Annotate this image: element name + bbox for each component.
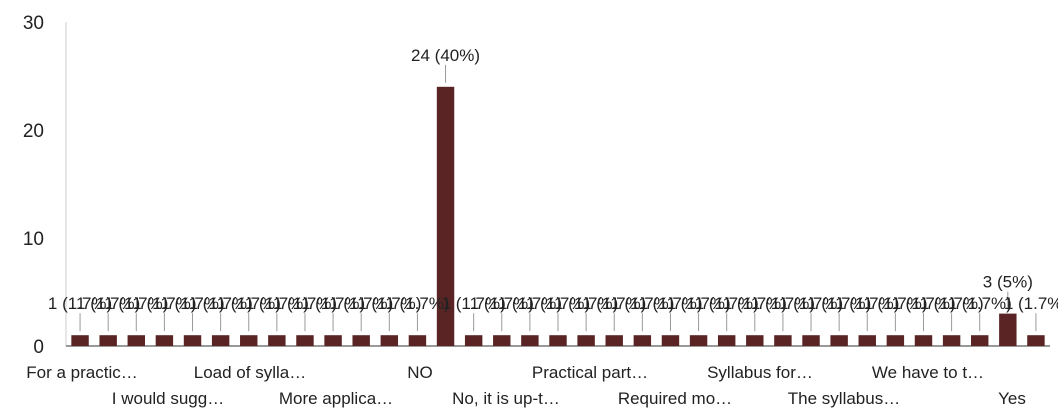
bar xyxy=(549,335,567,346)
bar xyxy=(689,335,708,346)
x-category-label: For a practic… xyxy=(26,363,137,382)
data-label: 1 (1.7%) xyxy=(723,294,787,313)
x-category-label: I would sugg… xyxy=(112,389,224,408)
data-label: 1 (1.7%) xyxy=(835,294,899,313)
bar xyxy=(99,335,117,346)
bar xyxy=(774,335,792,346)
y-tick-label: 10 xyxy=(23,229,44,250)
data-label: 1 (1.7%) xyxy=(385,294,449,313)
data-label: 1 (1.7%) xyxy=(498,294,562,313)
data-label: 1 (1.7%) xyxy=(48,294,112,313)
data-label: 1 (1.7%) xyxy=(891,294,955,313)
bar xyxy=(1027,335,1045,346)
bar xyxy=(942,335,961,346)
data-label: 1 (1.7%) xyxy=(779,294,843,313)
data-label: 1 (1.7%) xyxy=(442,294,506,313)
bar xyxy=(183,335,202,346)
data-label: 1 (1.7%) xyxy=(919,294,983,313)
data-label: 1 (1.7%) xyxy=(554,294,618,313)
x-category-label: Syllabus for… xyxy=(707,363,813,382)
bar xyxy=(436,86,455,347)
data-label: 1 (1.7%) xyxy=(610,294,674,313)
x-axis-labels: For a practic… Load of sylla… NO Practical … xyxy=(26,363,1026,408)
data-label: 1 (1.7%) xyxy=(245,294,309,313)
bar xyxy=(521,335,539,346)
data-label: 24 (40%) xyxy=(411,46,480,65)
bar xyxy=(240,335,258,346)
x-category-label: Load of sylla… xyxy=(194,363,306,382)
x-category-label: More applica… xyxy=(279,389,393,408)
x-category-label: Yes xyxy=(998,389,1026,408)
bars xyxy=(71,64,1045,347)
data-label: 1 (1.7%) xyxy=(863,294,927,313)
data-label: 1 (1.7%) xyxy=(357,294,421,313)
data-label: 1 (1.7%) xyxy=(638,294,702,313)
data-label: 1 (1.7%) xyxy=(217,294,281,313)
data-label: 1 (1.7%) xyxy=(470,294,534,313)
data-label: 1 (1.7%) xyxy=(666,294,730,313)
bar xyxy=(746,335,764,346)
bar xyxy=(802,335,820,346)
data-label: 1 (1.7%) xyxy=(189,294,253,313)
bar xyxy=(71,335,89,346)
x-category-label: Practical part… xyxy=(532,363,648,382)
data-label: 1 (1.7%) xyxy=(273,294,337,313)
bar xyxy=(324,335,342,346)
bar xyxy=(717,335,736,346)
data-label: 1 (1.7%) xyxy=(526,294,590,313)
data-label: 3 (5%) xyxy=(983,273,1033,292)
y-tick-label: 0 xyxy=(33,337,44,358)
bar xyxy=(830,335,848,346)
y-axis: 0 10 20 30 xyxy=(23,13,1050,358)
data-label: 1 (1.7%) xyxy=(76,294,140,313)
bar xyxy=(633,335,652,346)
bar xyxy=(352,335,370,346)
x-category-label: Required mo… xyxy=(618,389,732,408)
x-category-label: No, it is up-t… xyxy=(452,389,560,408)
bar xyxy=(268,335,286,346)
bar xyxy=(858,335,876,346)
data-label: 1 (1.7%) xyxy=(1004,294,1058,313)
y-tick-label: 20 xyxy=(23,121,44,142)
bar xyxy=(155,335,174,346)
data-label: 1 (1.7%) xyxy=(104,294,168,313)
data-label: 1 (1.7%) xyxy=(160,294,224,313)
data-label: 1 (1.7%) xyxy=(132,294,196,313)
data-labels: 1 (1.7%)1 (1.7%)1 (1.7%)1 (1.7%)1 (1.7%)… xyxy=(48,46,1058,313)
x-category-label: We have to t… xyxy=(872,363,984,382)
bar xyxy=(605,335,623,346)
bar xyxy=(577,335,595,346)
bar xyxy=(661,335,680,346)
bar xyxy=(211,335,230,346)
bar xyxy=(970,335,989,346)
data-label: 1 (1.7%) xyxy=(751,294,815,313)
x-category-label: The syllabus… xyxy=(788,389,900,408)
bar xyxy=(380,335,399,346)
data-label: 1 (1.7%) xyxy=(329,294,393,313)
data-label: 1 (1.7%) xyxy=(301,294,365,313)
bar xyxy=(408,335,427,346)
bar xyxy=(886,335,905,346)
bar xyxy=(999,313,1017,346)
data-label: 1 (1.7%) xyxy=(582,294,646,313)
y-tick-label: 30 xyxy=(23,13,44,34)
bar xyxy=(127,335,146,346)
data-label: 1 (1.7%) xyxy=(948,294,1012,313)
data-label: 1 (1.7%) xyxy=(807,294,871,313)
data-label: 1 (1.7%) xyxy=(695,294,759,313)
bar xyxy=(914,335,933,346)
bar xyxy=(464,335,483,346)
bar xyxy=(296,335,314,346)
x-category-label: NO xyxy=(407,363,433,382)
bar xyxy=(493,335,511,346)
